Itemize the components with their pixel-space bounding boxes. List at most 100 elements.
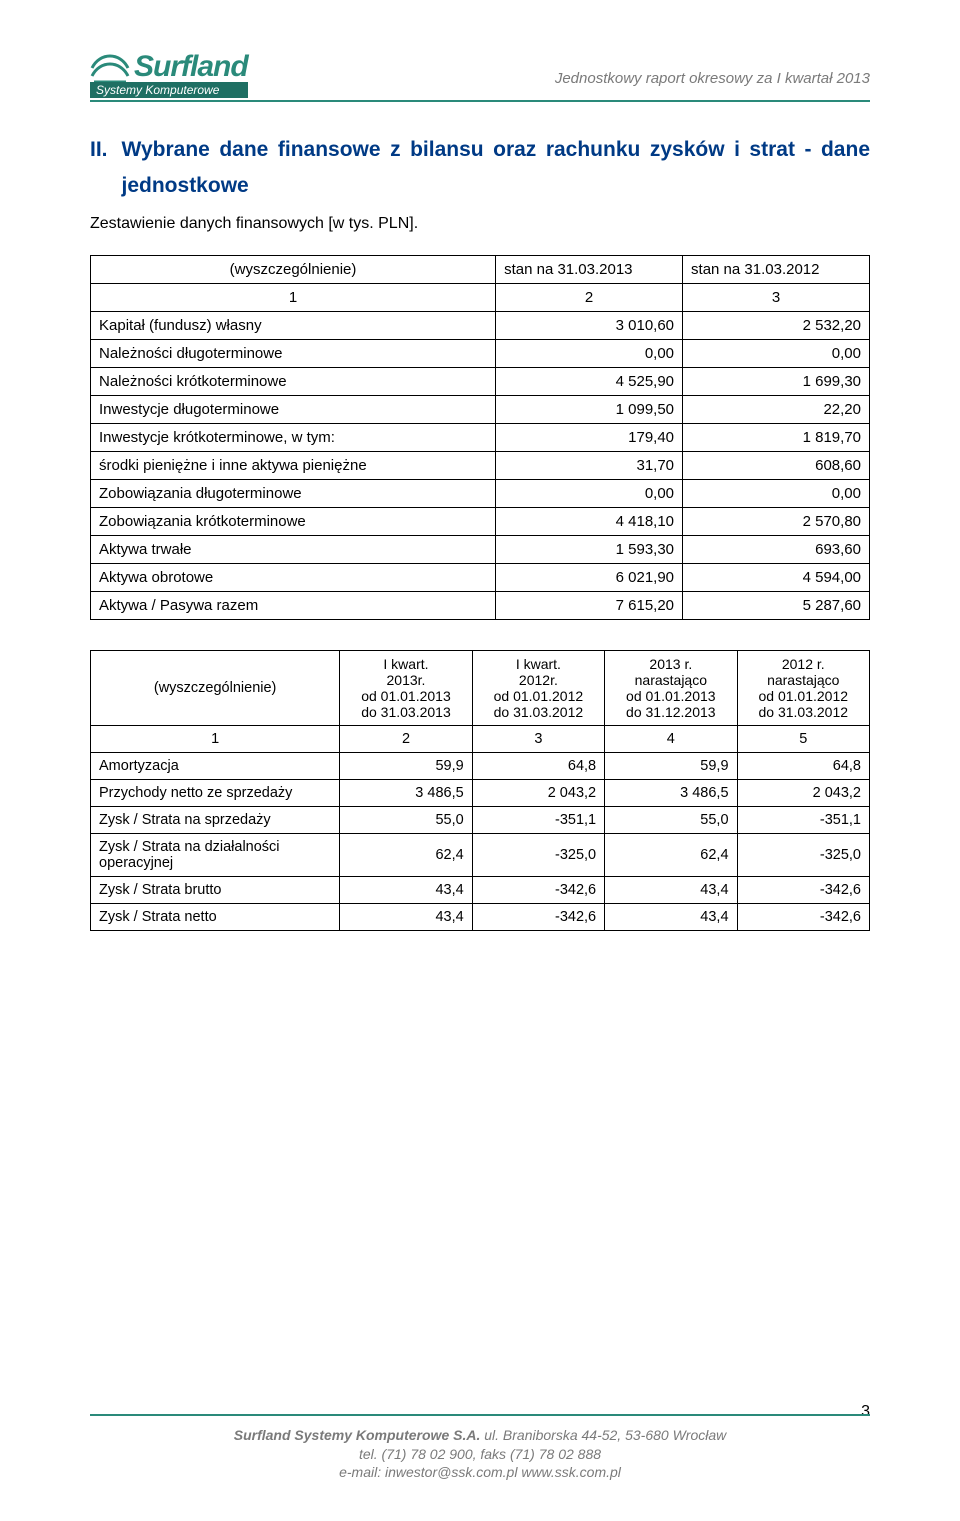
row-v3: -342,6 [472, 904, 604, 931]
row-value-2012: 1 819,70 [683, 424, 870, 452]
row-label: Zysk / Strata brutto [91, 877, 340, 904]
section-number: II. [90, 132, 108, 203]
h3d: do 31.03.2012 [494, 704, 584, 720]
table-row: Aktywa obrotowe6 021,904 594,00 [91, 564, 870, 592]
row-v5: -351,1 [737, 807, 869, 834]
row-value-2012: 0,00 [683, 480, 870, 508]
row-v4: 43,4 [605, 904, 737, 931]
table-row: Przychody netto ze sprzedaży3 486,52 043… [91, 780, 870, 807]
row-value-2013: 1 099,50 [496, 396, 683, 424]
table-row: Zobowiązania krótkoterminowe4 418,102 57… [91, 508, 870, 536]
col-2012: stan na 31.03.2012 [683, 256, 870, 284]
table-row: Inwestycje krótkoterminowe, w tym:179,40… [91, 424, 870, 452]
row-value-2013: 179,40 [496, 424, 683, 452]
footer-company: Surfland Systemy Komputerowe S.A. [234, 1427, 481, 1443]
table-row: Zysk / Strata netto43,4-342,643,4-342,6 [91, 904, 870, 931]
row-v4: 59,9 [605, 753, 737, 780]
table-row: Zysk / Strata na sprzedaży55,0-351,155,0… [91, 807, 870, 834]
row-value-2012: 693,60 [683, 536, 870, 564]
row-label: Kapitał (fundusz) własny [91, 312, 496, 340]
table-row: Zobowiązania długoterminowe0,000,00 [91, 480, 870, 508]
table-row: Aktywa trwałe1 593,30693,60 [91, 536, 870, 564]
row-v4: 62,4 [605, 834, 737, 877]
table-header-row: (wyszczególnienie) stan na 31.03.2013 st… [91, 256, 870, 284]
row-v2: 43,4 [340, 904, 472, 931]
h2a: I kwart. [383, 656, 428, 672]
row-v4: 43,4 [605, 877, 737, 904]
idx-2: 2 [496, 284, 683, 312]
idx-3: 3 [683, 284, 870, 312]
row-v5: -342,6 [737, 904, 869, 931]
col-q1-2013: I kwart. 2013r. od 01.01.2013 do 31.03.2… [340, 651, 472, 726]
row-label: Inwestycje długoterminowe [91, 396, 496, 424]
h5a: 2012 r. [782, 656, 825, 672]
document-page: Surfland Systemy Komputerowe Jednostkowy… [0, 0, 960, 1521]
row-label: środki pieniężne i inne aktywa pieniężne [91, 452, 496, 480]
table-row: Należności krótkoterminowe4 525,901 699,… [91, 368, 870, 396]
row-v2: 3 486,5 [340, 780, 472, 807]
row-label: Należności krótkoterminowe [91, 368, 496, 396]
row-v3: -342,6 [472, 877, 604, 904]
header-rule [90, 100, 870, 102]
row-value-2012: 22,20 [683, 396, 870, 424]
header-caption: Jednostkowy raport okresowy za I kwartał… [555, 70, 870, 87]
idx-1: 1 [91, 726, 340, 753]
section-subheading: Zestawienie danych finansowych [w tys. P… [90, 215, 870, 233]
col-ytd-2012: 2012 r. narastająco od 01.01.2012 do 31.… [737, 651, 869, 726]
h4d: do 31.12.2013 [626, 704, 716, 720]
logo-icon [90, 50, 130, 84]
row-value-2012: 1 699,30 [683, 368, 870, 396]
footer-mail: e-mail: inwestor@ssk.com.pl www.ssk.com.… [339, 1464, 621, 1480]
row-label: Aktywa obrotowe [91, 564, 496, 592]
h5c: od 01.01.2012 [759, 688, 849, 704]
col-label: (wyszczególnienie) [91, 256, 496, 284]
h3a: I kwart. [516, 656, 561, 672]
row-v2: 55,0 [340, 807, 472, 834]
table-index-row: 1 2 3 4 5 [91, 726, 870, 753]
page-header: Surfland Systemy Komputerowe Jednostkowy… [90, 50, 870, 98]
table-row: Inwestycje długoterminowe1 099,5022,20 [91, 396, 870, 424]
row-v5: -342,6 [737, 877, 869, 904]
row-value-2013: 0,00 [496, 340, 683, 368]
table-header-row: (wyszczególnienie) I kwart. 2013r. od 01… [91, 651, 870, 726]
h2c: od 01.01.2013 [361, 688, 451, 704]
row-value-2013: 3 010,60 [496, 312, 683, 340]
row-value-2012: 2 532,20 [683, 312, 870, 340]
row-v2: 62,4 [340, 834, 472, 877]
col-label: (wyszczególnienie) [91, 651, 340, 726]
footer-address: ul. Braniborska 44-52, 53-680 Wrocław [480, 1427, 726, 1443]
pl-table: (wyszczególnienie) I kwart. 2013r. od 01… [90, 650, 870, 931]
h4c: od 01.01.2013 [626, 688, 716, 704]
footer-tel: tel. (71) 78 02 900, faks (71) 78 02 888 [359, 1446, 601, 1462]
row-label: Aktywa trwałe [91, 536, 496, 564]
page-footer: Surfland Systemy Komputerowe S.A. ul. Br… [0, 1414, 960, 1481]
table-row: Amortyzacja59,964,859,964,8 [91, 753, 870, 780]
logo-text: Surfland [134, 50, 248, 84]
table-index-row: 1 2 3 [91, 284, 870, 312]
h5b: narastająco [767, 672, 839, 688]
row-value-2012: 0,00 [683, 340, 870, 368]
row-value-2013: 6 021,90 [496, 564, 683, 592]
row-label: Przychody netto ze sprzedaży [91, 780, 340, 807]
row-v3: 64,8 [472, 753, 604, 780]
row-label: Zobowiązania długoterminowe [91, 480, 496, 508]
row-v4: 3 486,5 [605, 780, 737, 807]
table-row: Aktywa / Pasywa razem7 615,205 287,60 [91, 592, 870, 620]
row-v2: 43,4 [340, 877, 472, 904]
row-v3: 2 043,2 [472, 780, 604, 807]
row-label: Zysk / Strata netto [91, 904, 340, 931]
row-v2: 59,9 [340, 753, 472, 780]
row-value-2013: 1 593,30 [496, 536, 683, 564]
row-label: Inwestycje krótkoterminowe, w tym: [91, 424, 496, 452]
row-value-2012: 608,60 [683, 452, 870, 480]
row-value-2013: 31,70 [496, 452, 683, 480]
col-2013: stan na 31.03.2013 [496, 256, 683, 284]
idx-3: 3 [472, 726, 604, 753]
row-v4: 55,0 [605, 807, 737, 834]
row-value-2012: 4 594,00 [683, 564, 870, 592]
h4b: narastająco [635, 672, 707, 688]
footer-text: Surfland Systemy Komputerowe S.A. ul. Br… [90, 1426, 870, 1481]
section-title-text: Wybrane dane finansowe z bilansu oraz ra… [122, 132, 870, 203]
h2d: do 31.03.2013 [361, 704, 451, 720]
idx-5: 5 [737, 726, 869, 753]
